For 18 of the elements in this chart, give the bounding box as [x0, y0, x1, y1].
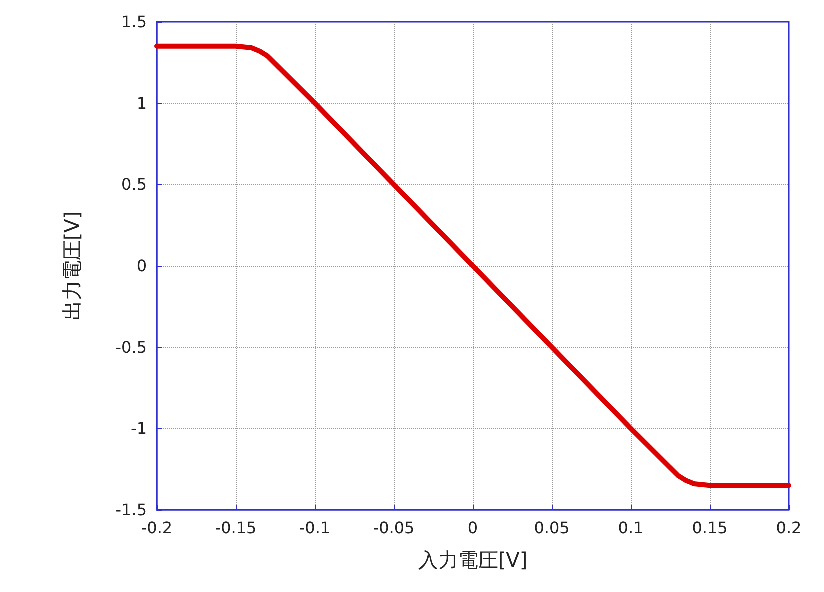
y-tick-label: 1.5 [122, 12, 147, 32]
y-tick-label: -1 [131, 419, 147, 438]
y-tick-label: 0 [136, 256, 147, 276]
x-tick-label: 0.1 [618, 518, 644, 538]
x-tick-label: -0.05 [373, 518, 415, 538]
y-tick-label: 0.5 [122, 175, 147, 194]
y-tick-label: -1.5 [116, 500, 147, 520]
x-tick-label: 0.05 [534, 518, 570, 538]
y-tick-label: 1 [136, 94, 147, 113]
x-tick-label: 0.15 [692, 518, 728, 538]
x-tick-label: -0.2 [141, 518, 173, 538]
x-axis-title: 入力電圧[V] [418, 548, 528, 572]
x-tick-label: 0.2 [776, 518, 802, 538]
x-tick-label: -0.1 [299, 518, 331, 538]
y-axis-title: 出力電圧[V] [60, 211, 84, 321]
y-tick-label: -0.5 [116, 338, 147, 357]
x-tick-label: -0.15 [215, 518, 257, 538]
x-tick-label: 0 [468, 518, 478, 538]
